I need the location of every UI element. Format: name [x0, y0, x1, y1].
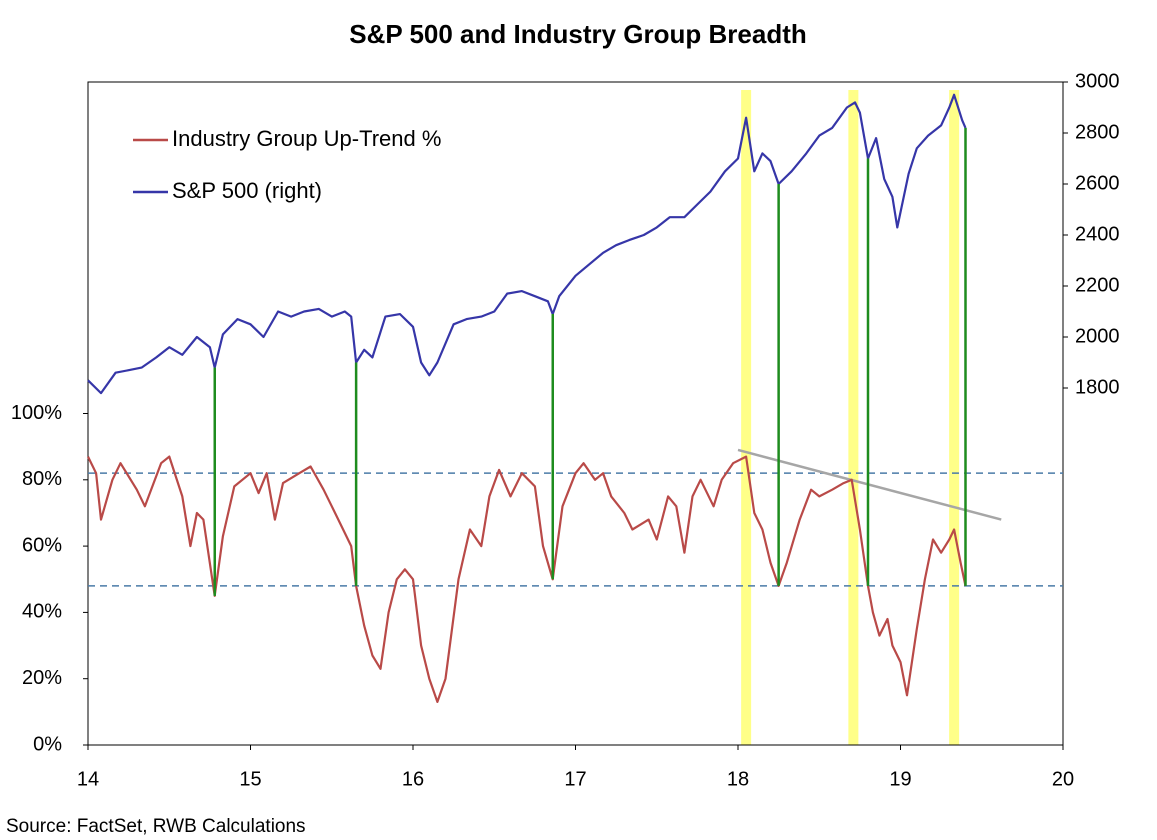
y2-tick-label: 2400 — [1075, 223, 1120, 245]
y2-tick-label: 2000 — [1075, 325, 1120, 347]
y2-tick-label: 1800 — [1075, 376, 1120, 398]
y2-tick-label: 3000 — [1075, 70, 1120, 92]
y-tick-label: 20% — [22, 667, 62, 689]
y-tick-label: 60% — [22, 534, 62, 556]
x-tick-label: 17 — [564, 768, 586, 790]
x-tick-label: 16 — [402, 768, 424, 790]
y-tick-label: 0% — [33, 733, 62, 755]
series-line — [87, 455, 967, 703]
y-tick-label: 80% — [22, 468, 62, 490]
x-tick-label: 20 — [1052, 768, 1074, 790]
y-tick-label: 40% — [22, 601, 62, 623]
x-tick-label: 19 — [889, 768, 911, 790]
y-tick-label: 100% — [11, 402, 62, 424]
y2-tick-label: 2800 — [1075, 121, 1120, 143]
series-line — [87, 93, 967, 395]
y2-tick-label: 2200 — [1075, 274, 1120, 296]
legend-label: S&P 500 (right) — [172, 178, 322, 203]
trendline — [737, 448, 1002, 521]
x-tick-label: 14 — [77, 768, 99, 790]
legend-label: Industry Group Up-Trend % — [172, 126, 441, 151]
x-tick-label: 15 — [239, 768, 261, 790]
y2-tick-label: 2600 — [1075, 172, 1120, 194]
chart-title: S&P 500 and Industry Group Breadth — [349, 19, 807, 49]
source-note: Source: FactSet, RWB Calculations — [6, 816, 306, 837]
x-tick-label: 18 — [727, 768, 749, 790]
